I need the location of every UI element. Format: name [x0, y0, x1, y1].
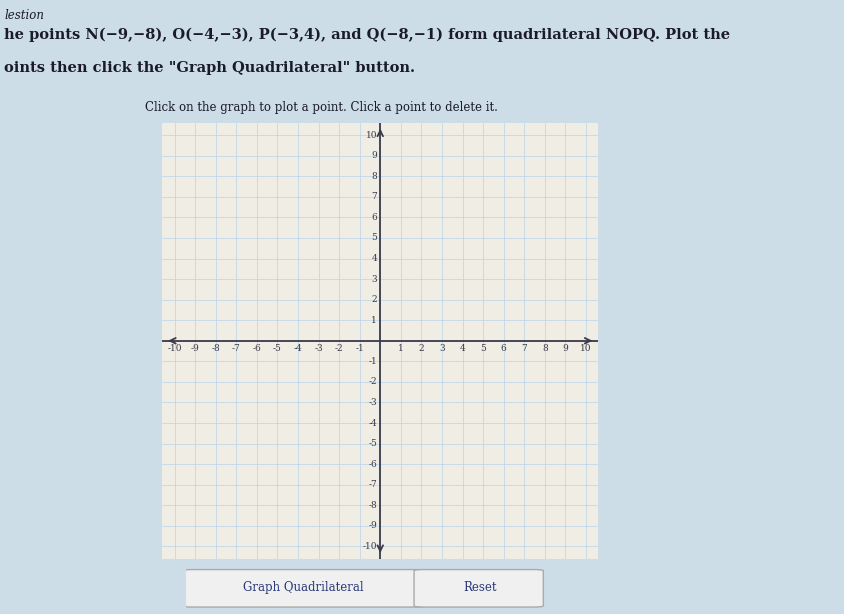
- Text: 5: 5: [479, 344, 485, 353]
- FancyBboxPatch shape: [182, 570, 425, 607]
- Text: -7: -7: [368, 480, 376, 489]
- Text: 4: 4: [459, 344, 465, 353]
- Text: lestion: lestion: [4, 9, 44, 22]
- Text: 9: 9: [371, 151, 376, 160]
- Text: -1: -1: [368, 357, 376, 366]
- Text: -9: -9: [191, 344, 199, 353]
- Text: 8: 8: [541, 344, 547, 353]
- FancyBboxPatch shape: [414, 570, 543, 607]
- Text: -4: -4: [368, 419, 376, 427]
- Text: 3: 3: [439, 344, 444, 353]
- Text: -8: -8: [368, 501, 376, 510]
- Text: he points N(−9,−8), O(−4,−3), P(−3,4), and Q(−8,−1) form quadrilateral NOPQ. Plo: he points N(−9,−8), O(−4,−3), P(−3,4), a…: [4, 28, 729, 42]
- Text: 3: 3: [371, 274, 376, 284]
- Text: -10: -10: [167, 344, 181, 353]
- Text: 2: 2: [371, 295, 376, 304]
- Text: -3: -3: [368, 398, 376, 407]
- Text: -3: -3: [314, 344, 322, 353]
- Text: 7: 7: [521, 344, 527, 353]
- Text: -2: -2: [334, 344, 343, 353]
- Text: -6: -6: [368, 460, 376, 468]
- Text: 10: 10: [580, 344, 591, 353]
- Text: -5: -5: [368, 439, 376, 448]
- Text: -2: -2: [368, 378, 376, 386]
- Text: -4: -4: [293, 344, 302, 353]
- Text: 6: 6: [371, 213, 376, 222]
- Text: 6: 6: [500, 344, 506, 353]
- Text: Reset: Reset: [463, 581, 497, 594]
- Text: -7: -7: [231, 344, 241, 353]
- Text: Click on the graph to plot a point. Click a point to delete it.: Click on the graph to plot a point. Clic…: [144, 101, 497, 114]
- Text: oints then click the "Graph Quadrilateral" button.: oints then click the "Graph Quadrilatera…: [4, 61, 414, 76]
- Text: 8: 8: [371, 172, 376, 181]
- Text: -10: -10: [362, 542, 376, 551]
- Text: -1: -1: [354, 344, 364, 353]
- Text: -5: -5: [273, 344, 282, 353]
- Text: 4: 4: [371, 254, 376, 263]
- Text: 9: 9: [562, 344, 567, 353]
- Text: -8: -8: [211, 344, 219, 353]
- Text: 10: 10: [365, 131, 376, 139]
- Text: 2: 2: [418, 344, 424, 353]
- Text: -9: -9: [368, 521, 376, 530]
- Text: -6: -6: [252, 344, 261, 353]
- Text: 1: 1: [398, 344, 403, 353]
- Text: 7: 7: [371, 192, 376, 201]
- Text: Graph Quadrilateral: Graph Quadrilateral: [243, 581, 364, 594]
- Text: 1: 1: [371, 316, 376, 325]
- Text: 5: 5: [371, 233, 376, 243]
